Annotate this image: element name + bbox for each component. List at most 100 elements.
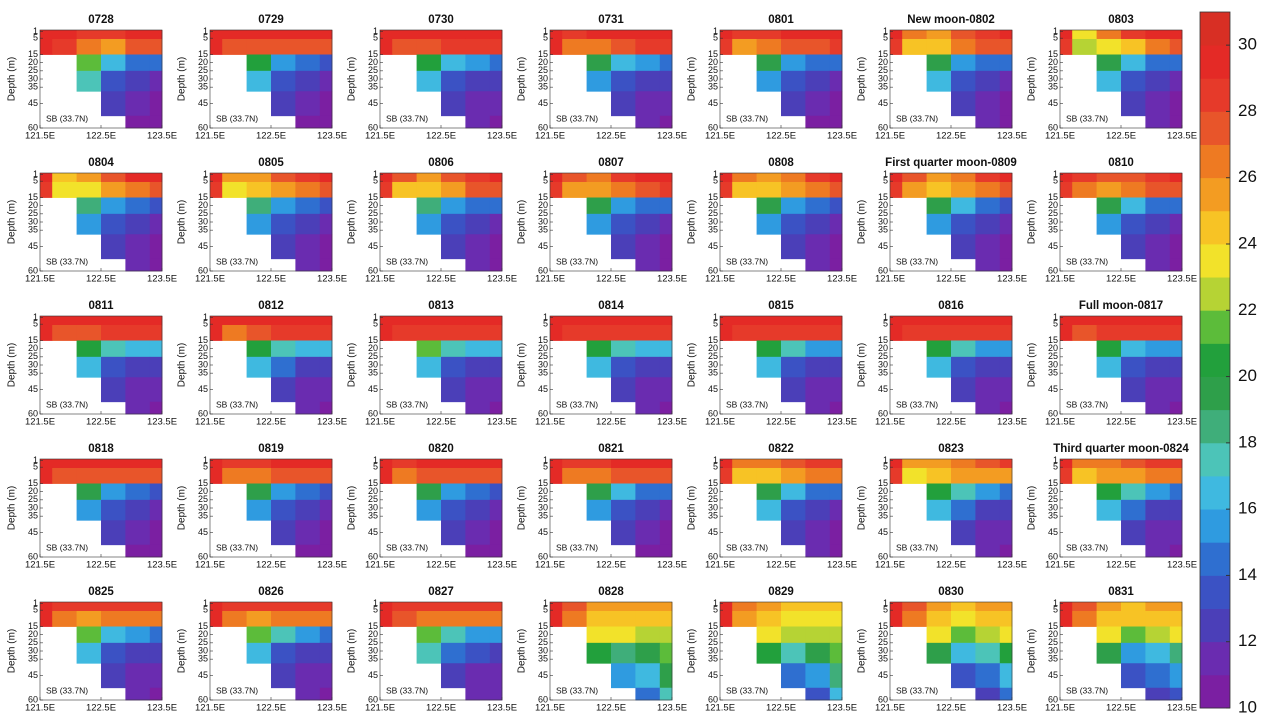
y-tick-label: 25: [198, 637, 208, 647]
y-tick-label: 1: [203, 312, 208, 322]
panel-title: 0826: [258, 586, 284, 598]
y-tick-label: 45: [878, 384, 888, 394]
annotation: SB (33.7N): [1066, 685, 1108, 695]
cell: [416, 459, 442, 469]
annotation: SB (33.7N): [216, 113, 258, 123]
cell: [125, 213, 151, 235]
cell: [829, 316, 843, 326]
y-tick-label: 60: [878, 551, 888, 561]
cell: [101, 483, 126, 501]
cell: [319, 324, 333, 341]
y-tick-label: 25: [708, 351, 718, 361]
cell: [416, 54, 442, 72]
x-tick-label: 123.5E: [827, 274, 857, 285]
annotation: SB (33.7N): [896, 685, 938, 695]
cell: [781, 483, 806, 501]
cell: [149, 197, 163, 215]
x-tick-label: 121.5E: [705, 560, 735, 571]
x-tick-label: 122.5E: [86, 703, 116, 714]
cell: [125, 499, 151, 521]
cell: [975, 467, 1001, 484]
y-tick-label: 25: [1048, 351, 1058, 361]
x-tick-label: 121.5E: [875, 560, 905, 571]
cell: [951, 499, 976, 521]
cell: [951, 602, 976, 612]
y-tick-label: 35: [538, 225, 548, 235]
cell: [805, 340, 831, 358]
cell: [489, 316, 503, 326]
cell: [1169, 663, 1183, 689]
cell: [101, 459, 126, 469]
panel-title: 0822: [768, 443, 794, 455]
y-tick-label: 60: [28, 694, 38, 704]
y-tick-label: 5: [1053, 33, 1058, 43]
cell: [720, 324, 733, 341]
cell: [380, 602, 393, 612]
cell: [951, 610, 976, 627]
cell: [781, 30, 806, 40]
cell: [926, 70, 952, 92]
cell: [756, 316, 782, 326]
cell: [465, 499, 491, 521]
cell: [1121, 54, 1146, 72]
y-tick-label: 25: [368, 494, 378, 504]
cell: [805, 316, 831, 326]
cell: [756, 356, 782, 378]
cell: [1072, 467, 1097, 484]
cell: [999, 520, 1013, 546]
cell: [890, 602, 903, 612]
cell: [295, 467, 321, 484]
cell: [271, 316, 296, 326]
cell: [222, 324, 247, 341]
cell: [441, 483, 466, 501]
cell: [975, 340, 1001, 358]
cell: [441, 70, 466, 92]
color-band: [1200, 177, 1230, 212]
cell: [489, 181, 503, 198]
cell: [76, 483, 102, 501]
cell: [999, 377, 1013, 403]
y-tick-label: 45: [368, 98, 378, 108]
cell: [659, 626, 673, 644]
cell: [975, 70, 1001, 92]
cell: [465, 324, 491, 341]
y-tick-label: 60: [368, 122, 378, 132]
x-tick-label: 123.5E: [487, 131, 517, 142]
cell: [271, 483, 296, 501]
x-tick-label: 123.5E: [487, 274, 517, 285]
cell: [999, 499, 1013, 521]
y-tick-label: 60: [28, 551, 38, 561]
cell: [489, 38, 503, 55]
x-tick-label: 123.5E: [657, 274, 687, 285]
x-tick-label: 121.5E: [1045, 131, 1075, 142]
cell: [1145, 544, 1171, 558]
cell: [586, 316, 612, 326]
cell: [550, 610, 563, 627]
cell: [659, 663, 673, 689]
cell: [40, 173, 53, 183]
x-tick-label: 123.5E: [997, 131, 1027, 142]
cell: [999, 459, 1013, 469]
cell: [465, 401, 491, 415]
cell: [1121, 626, 1146, 644]
cell: [125, 197, 151, 215]
y-axis-label: Depth (m): [7, 486, 18, 530]
y-tick-label: 1: [373, 312, 378, 322]
cell: [319, 499, 333, 521]
cell: [125, 626, 151, 644]
cell: [1145, 499, 1171, 521]
y-tick-label: 20: [538, 343, 548, 353]
cell: [659, 544, 673, 558]
y-tick-label: 1: [1053, 598, 1058, 608]
cell: [975, 377, 1001, 403]
y-tick-label: 25: [368, 208, 378, 218]
cell: [611, 181, 636, 198]
cell: [805, 459, 831, 469]
cell: [805, 642, 831, 664]
y-tick-label: 5: [713, 33, 718, 43]
cell: [975, 401, 1001, 415]
cell: [149, 30, 163, 40]
y-axis-label: Depth (m): [347, 57, 358, 101]
cell: [101, 197, 126, 215]
